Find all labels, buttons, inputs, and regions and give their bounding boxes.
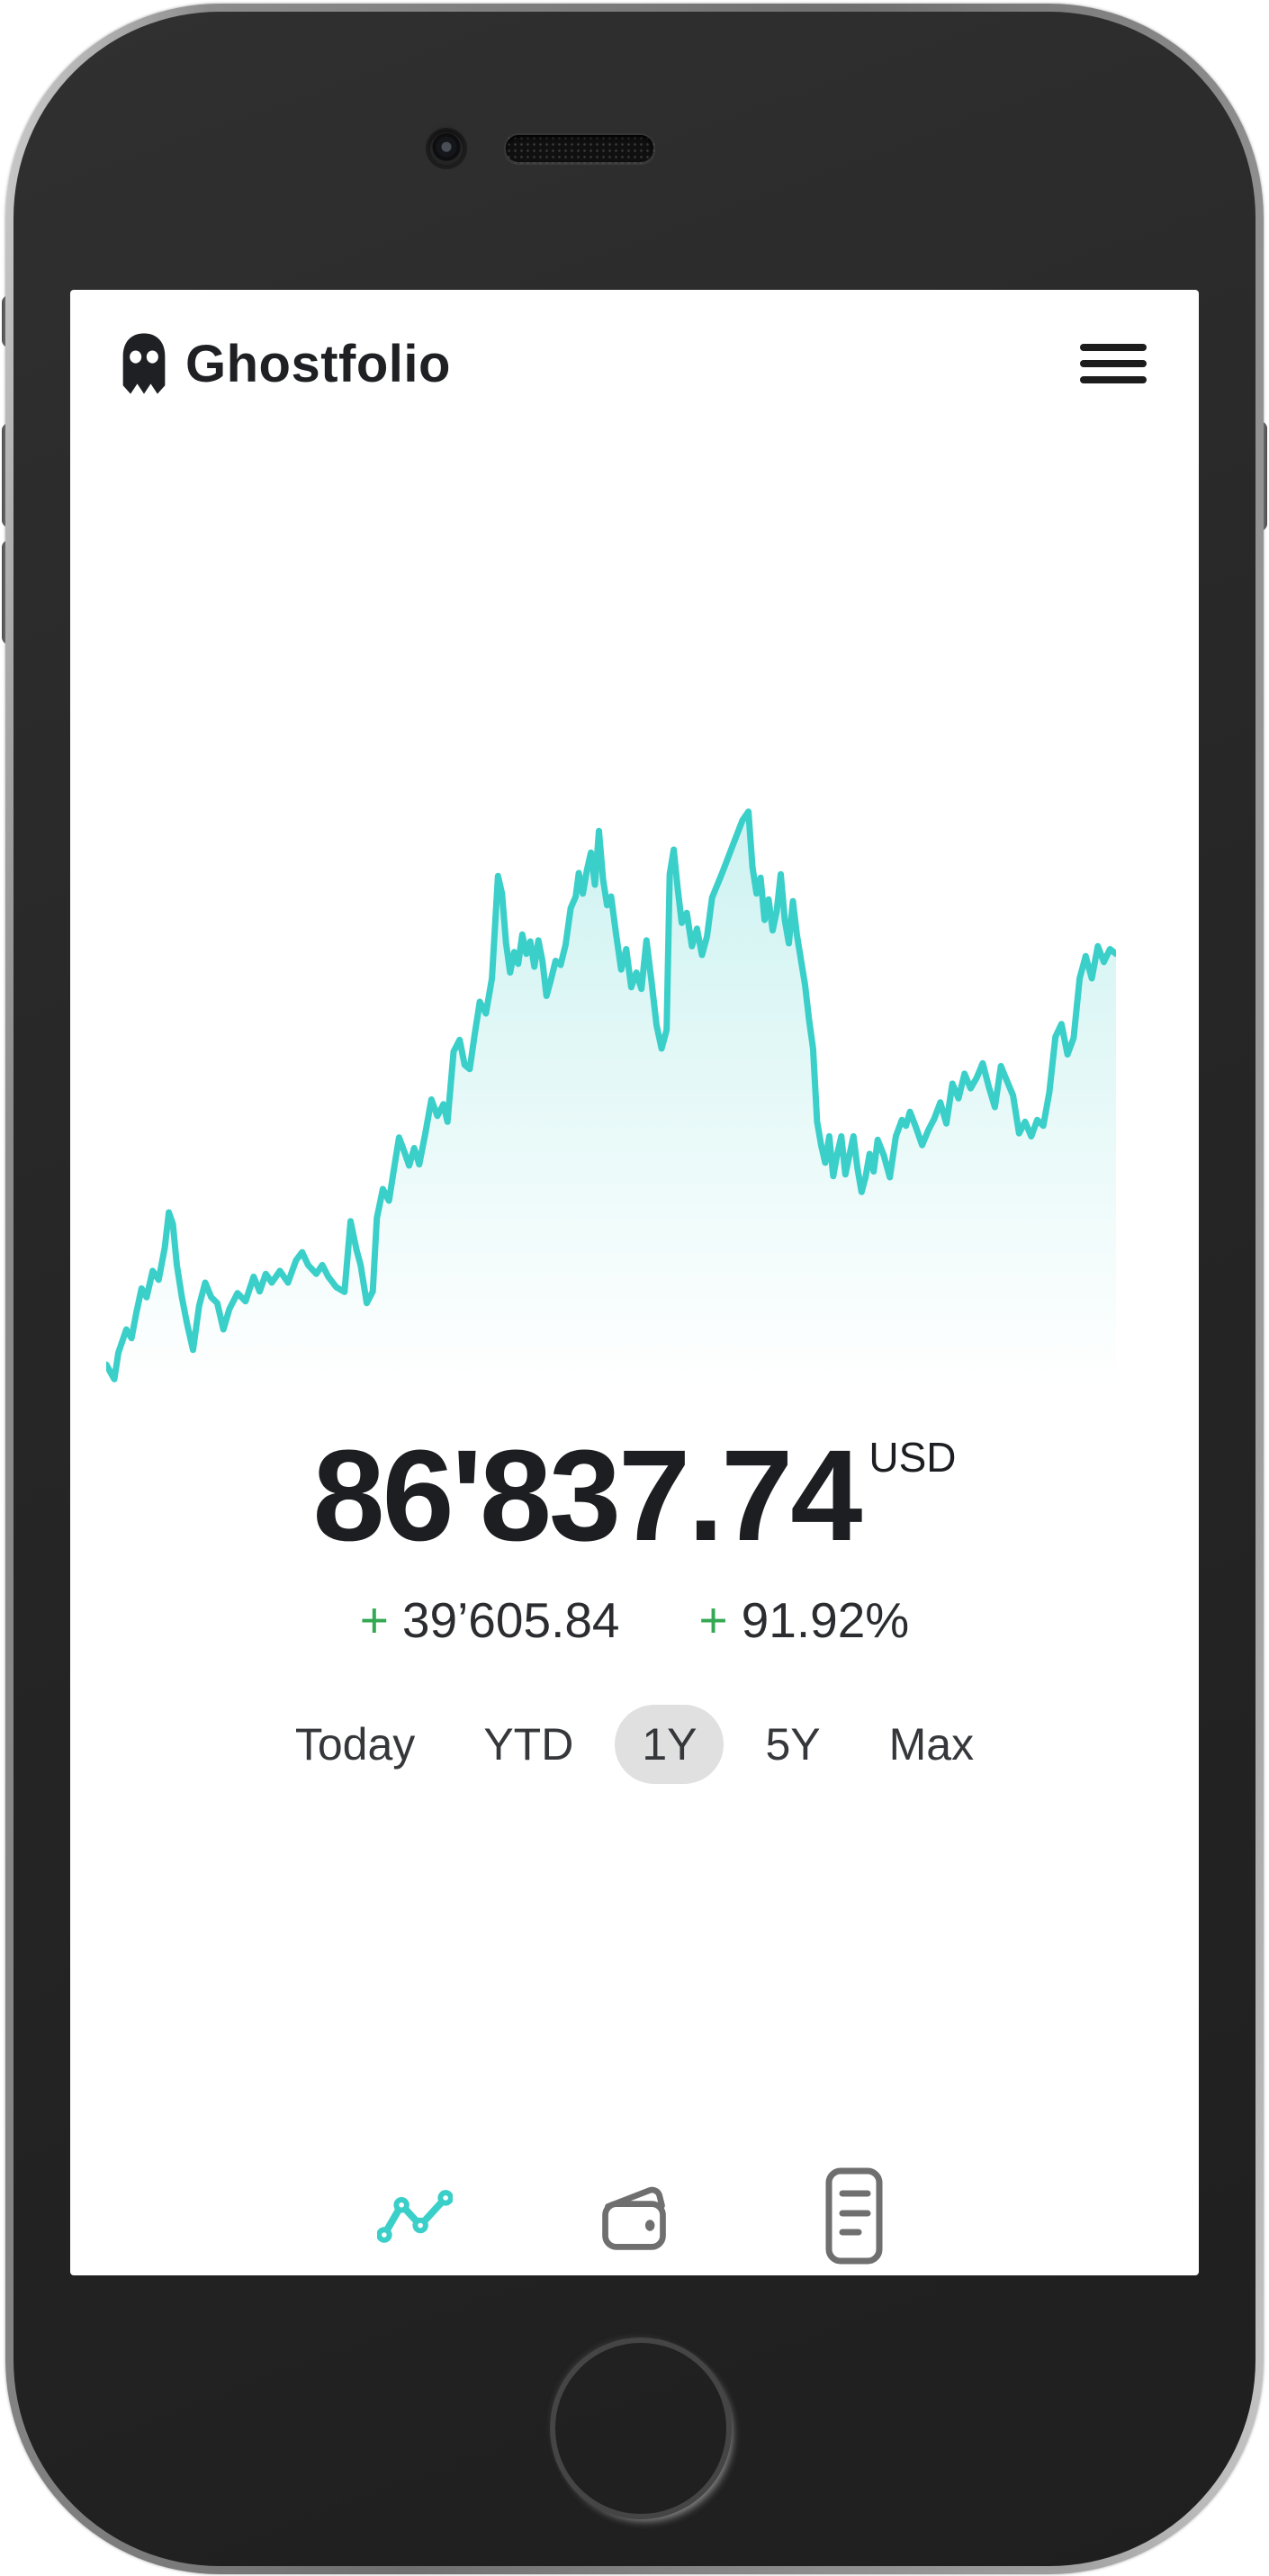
- report-icon: [825, 2167, 883, 2265]
- menu-bar: [1080, 360, 1147, 367]
- chart-line: [106, 808, 1116, 1383]
- total-value: 86'837.74: [312, 1423, 863, 1568]
- menu-bar: [1080, 344, 1147, 351]
- range-button-today[interactable]: Today: [294, 1719, 416, 1770]
- gain-absolute: + 39’605.84: [360, 1591, 620, 1649]
- nav-item-performance[interactable]: [377, 2164, 453, 2268]
- ghost-icon: [122, 333, 166, 394]
- menu-bar: [1080, 376, 1147, 383]
- chart-area-fill: [106, 811, 1116, 1388]
- gain-amount-value: 39’605.84: [401, 1592, 620, 1648]
- nav-item-wallet[interactable]: [597, 2164, 672, 2268]
- bottom-navigation: [70, 2164, 1199, 2268]
- earpiece-speaker: [504, 133, 655, 164]
- home-button-ring: [550, 2337, 732, 2519]
- range-selector: Today YTD 1Y 5Y Max: [70, 1705, 1199, 1784]
- plus-sign-icon: +: [698, 1592, 728, 1648]
- app-header: Ghostfolio: [119, 329, 451, 398]
- line-chart-icon: [377, 2190, 453, 2243]
- gain-percent: + 91.92%: [699, 1591, 910, 1649]
- range-button-5y[interactable]: 5Y: [765, 1719, 821, 1770]
- hamburger-menu-icon[interactable]: [1080, 344, 1147, 383]
- gain-percent-value: 91.92%: [741, 1592, 910, 1648]
- plus-sign-icon: +: [359, 1592, 389, 1648]
- front-camera-icon: [430, 132, 463, 165]
- performance-chart: [106, 803, 1116, 1388]
- range-button-ytd[interactable]: YTD: [483, 1719, 574, 1770]
- nav-item-transactions[interactable]: [816, 2164, 892, 2268]
- range-button-1y[interactable]: 1Y: [615, 1705, 724, 1784]
- range-button-max[interactable]: Max: [888, 1719, 975, 1770]
- wallet-icon: [602, 2186, 666, 2250]
- currency-label: USD: [868, 1434, 957, 1481]
- gain-summary: + 39’605.84 + 91.92%: [70, 1591, 1199, 1649]
- page-title: Ghostfolio: [185, 334, 451, 393]
- app-screen: Ghostfolio 86'837.74 USD: [70, 290, 1199, 2275]
- portfolio-total: 86'837.74 USD: [70, 1431, 1199, 1561]
